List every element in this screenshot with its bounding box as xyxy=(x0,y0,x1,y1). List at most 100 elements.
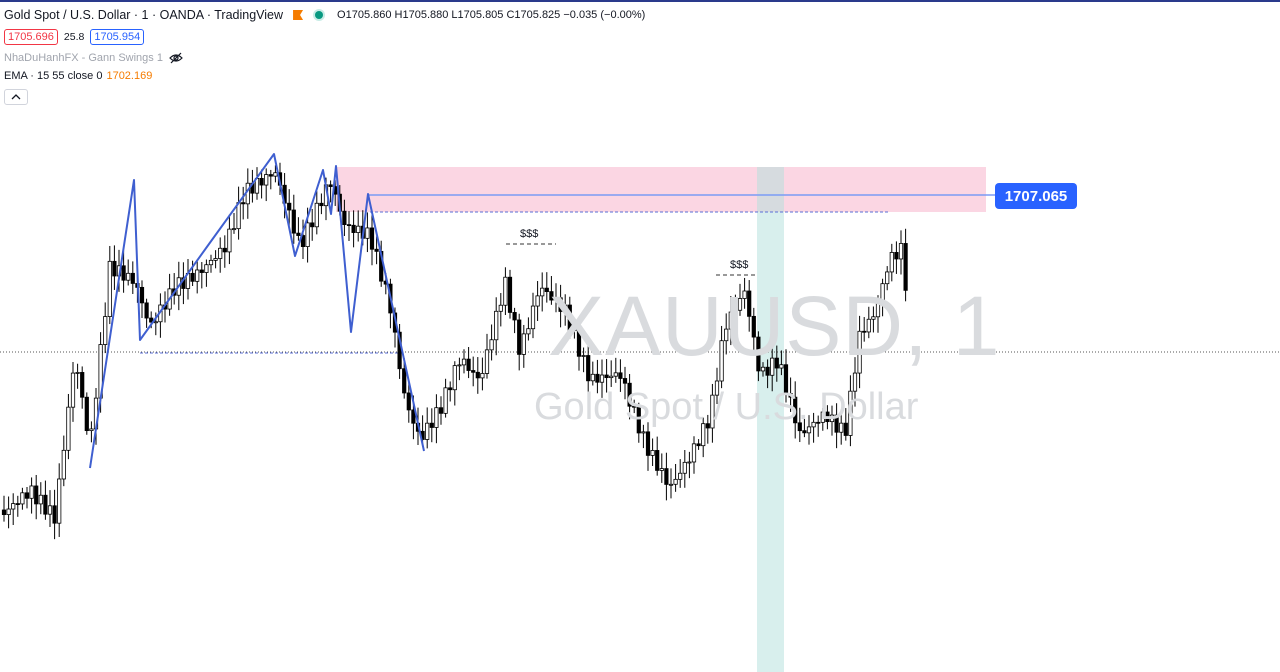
bullish-candle xyxy=(227,228,232,253)
supply-zone[interactable] xyxy=(336,167,986,212)
bearish-candle xyxy=(618,372,623,379)
bullish-candle xyxy=(852,372,858,392)
bullish-candle xyxy=(898,243,904,260)
watermark-symbol: XAUUSD, 1 xyxy=(548,279,1001,373)
bearish-candle xyxy=(121,265,126,281)
bullish-candle xyxy=(737,298,743,311)
bullish-candle xyxy=(691,443,697,463)
bullish-candle xyxy=(719,340,724,382)
chevron-up-icon[interactable] xyxy=(4,89,28,105)
bullish-candle xyxy=(829,414,835,423)
bearish-candle xyxy=(199,269,204,273)
flag-icon[interactable] xyxy=(293,10,304,20)
bearish-candle xyxy=(604,374,609,379)
bullish-candle xyxy=(682,461,687,474)
bullish-candle xyxy=(760,366,766,372)
bearish-candle xyxy=(622,378,628,384)
bullish-candle xyxy=(866,318,871,333)
bearish-candle xyxy=(843,422,848,436)
bearish-candle xyxy=(903,243,908,291)
bearish-candle xyxy=(586,355,591,382)
bullish-candle xyxy=(273,172,278,177)
bullish-candle xyxy=(770,357,775,376)
bullish-candle xyxy=(563,304,568,312)
bearish-candle xyxy=(52,505,57,524)
bullish-candle xyxy=(314,202,319,228)
eye-slash-icon[interactable] xyxy=(169,52,183,64)
bullish-candle xyxy=(484,349,490,374)
bearish-candle xyxy=(112,260,117,277)
sell-button[interactable]: 1705.696 xyxy=(4,29,58,45)
bullish-candle xyxy=(889,252,894,273)
bullish-candle xyxy=(29,485,34,499)
bullish-candle xyxy=(103,316,108,345)
bullish-candle xyxy=(452,365,457,391)
bearish-candle xyxy=(328,184,333,187)
bullish-candle xyxy=(599,374,605,383)
bullish-candle xyxy=(443,387,448,414)
bearish-candle xyxy=(816,421,821,424)
bearish-candle xyxy=(632,405,637,408)
bullish-candle xyxy=(89,428,94,432)
buy-button[interactable]: 1705.954 xyxy=(90,29,145,45)
bullish-candle xyxy=(526,328,531,335)
bearish-candle xyxy=(507,276,513,313)
bullish-candle xyxy=(806,426,812,434)
bearish-candle xyxy=(34,485,39,505)
bullish-candle xyxy=(236,202,241,230)
ohlc-values: O1705.860 H1705.880 L1705.805 C1705.825 … xyxy=(337,9,646,21)
bullish-candle xyxy=(61,449,66,480)
bullish-candle xyxy=(480,373,485,379)
bearish-candle xyxy=(567,304,572,331)
bearish-candle xyxy=(645,431,651,456)
bullish-candle xyxy=(75,372,80,374)
bullish-candle xyxy=(687,461,692,464)
bullish-candle xyxy=(461,358,467,366)
bearish-candle xyxy=(751,315,756,338)
bullish-candle xyxy=(572,329,577,332)
bullish-candle xyxy=(678,472,683,480)
bearish-candle xyxy=(319,202,324,207)
bullish-candle xyxy=(880,283,885,304)
bullish-candle xyxy=(264,174,269,186)
bearish-candle xyxy=(747,290,752,317)
bullish-candle xyxy=(204,264,209,273)
bearish-candle xyxy=(696,443,701,447)
price-label-tag[interactable]: 1707.065 xyxy=(995,183,1077,209)
bullish-candle xyxy=(494,310,499,341)
candles-group[interactable] xyxy=(1,162,908,540)
bullish-candle xyxy=(126,272,131,281)
bullish-candle xyxy=(811,421,816,428)
bearish-candle xyxy=(149,317,154,323)
bearish-candle xyxy=(15,503,20,505)
bearish-candle xyxy=(471,370,476,373)
bearish-candle xyxy=(402,368,407,394)
bullish-candle xyxy=(581,355,586,357)
bullish-candle xyxy=(535,295,540,307)
bullish-candle xyxy=(839,422,844,433)
indicator-ema-label[interactable]: EMA · 15 55 close 0 xyxy=(4,70,103,82)
bullish-candle xyxy=(425,422,430,440)
bullish-candle xyxy=(641,431,646,434)
bullish-candle xyxy=(659,468,664,471)
bullish-candle xyxy=(714,380,720,396)
bearish-candle xyxy=(438,407,444,414)
highlight-column[interactable] xyxy=(757,167,784,672)
bearish-candle xyxy=(576,329,582,357)
symbol-title[interactable]: Gold Spot / U.S. Dollar · 1 · OANDA · Tr… xyxy=(4,8,284,22)
bullish-candle xyxy=(503,276,508,306)
bearish-candle xyxy=(825,411,830,423)
bearish-candle xyxy=(268,174,273,177)
bullish-candle xyxy=(673,478,678,485)
bullish-candle xyxy=(540,287,545,297)
bullish-candle xyxy=(195,269,200,282)
bearish-candle xyxy=(558,297,563,312)
bearish-candle xyxy=(512,312,517,321)
bullish-candle xyxy=(871,316,876,320)
market-open-dot-icon xyxy=(315,11,324,19)
bearish-candle xyxy=(144,302,149,319)
gann-swing-line[interactable] xyxy=(89,153,425,469)
indicator-gann-label[interactable]: NhaDuHanhFX - Gann Swings 1 xyxy=(4,52,163,64)
bullish-candle xyxy=(820,411,825,423)
